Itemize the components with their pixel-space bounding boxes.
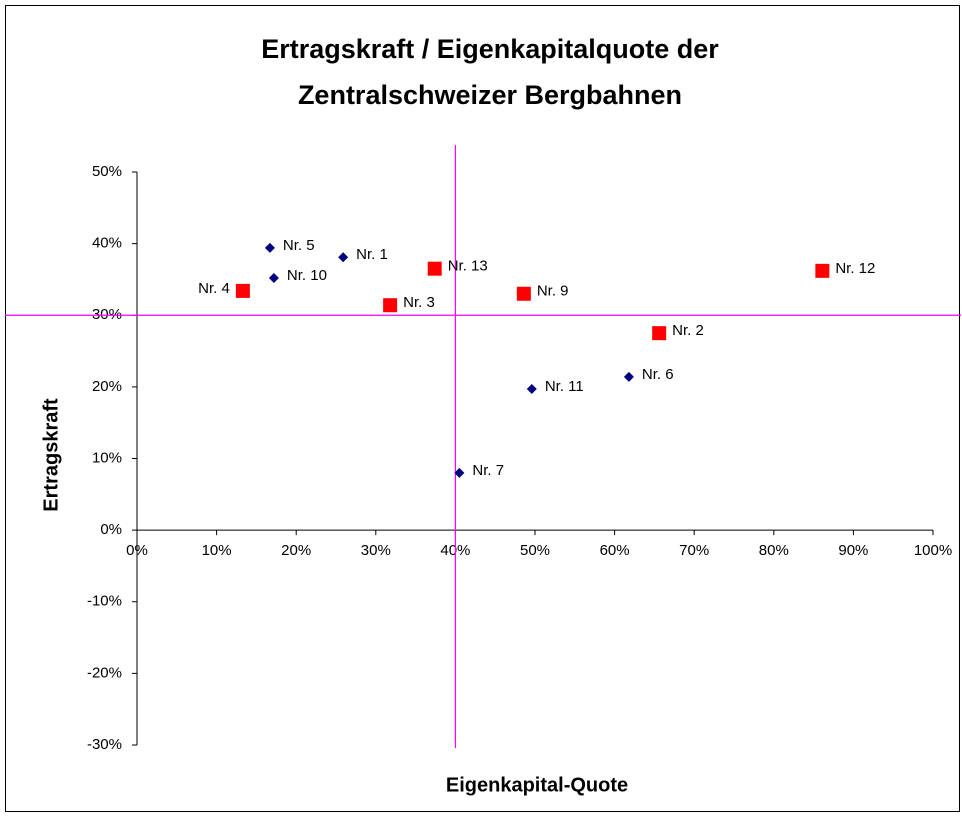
y-tick-label: -30%: [87, 736, 122, 753]
marker-diamond: [623, 371, 634, 382]
y-tick-label: -20%: [87, 664, 122, 681]
x-tick-label: 90%: [838, 542, 868, 559]
marker-square: [235, 283, 250, 298]
x-tick-label: 60%: [600, 542, 630, 559]
y-tick-label: 50%: [92, 163, 122, 180]
point-label: Nr. 4: [198, 280, 230, 297]
marker-diamond: [338, 252, 349, 263]
marker-diamond: [264, 242, 275, 253]
y-tick-label: -10%: [87, 593, 122, 610]
point-label: Nr. 12: [835, 260, 875, 277]
y-tick-label: 40%: [92, 235, 122, 252]
marker-square: [516, 286, 531, 301]
marker-square: [652, 326, 667, 341]
y-axis-title: Ertragskraft: [40, 398, 62, 512]
y-tick-label: 10%: [92, 449, 122, 466]
x-tick-label: 0%: [126, 542, 148, 559]
x-tick-label: 100%: [914, 542, 952, 559]
x-tick-label: 70%: [679, 542, 709, 559]
x-tick-label: 10%: [202, 542, 232, 559]
point-label: Nr. 13: [448, 258, 488, 275]
x-tick-label: 20%: [281, 542, 311, 559]
point-label: Nr. 2: [672, 322, 704, 339]
point-label: Nr. 3: [403, 294, 435, 311]
point-label: Nr. 10: [287, 267, 327, 284]
x-axis-title: Eigenkapital-Quote: [446, 774, 628, 796]
marker-square: [815, 263, 830, 278]
point-label: Nr. 5: [283, 237, 315, 254]
chart-frame: [5, 5, 960, 812]
point-label: Nr. 7: [472, 462, 504, 479]
y-tick-label: 20%: [92, 378, 122, 395]
marker-diamond: [454, 467, 465, 478]
x-tick-label: 30%: [361, 542, 391, 559]
y-tick-label: 0%: [100, 521, 122, 538]
x-tick-label: 80%: [759, 542, 789, 559]
marker-diamond: [526, 384, 537, 395]
point-label: Nr. 6: [642, 366, 674, 383]
x-tick-label: 50%: [520, 542, 550, 559]
chart-title: Ertragskraft / Eigenkapitalquote der: [261, 34, 719, 64]
point-label: Nr. 11: [545, 378, 584, 395]
marker-diamond: [268, 273, 279, 284]
point-label: Nr. 1: [356, 246, 388, 263]
chart-title: Zentralschweizer Bergbahnen: [298, 80, 682, 110]
marker-square: [427, 261, 442, 276]
marker-square: [383, 298, 398, 313]
point-label: Nr. 9: [537, 283, 569, 300]
